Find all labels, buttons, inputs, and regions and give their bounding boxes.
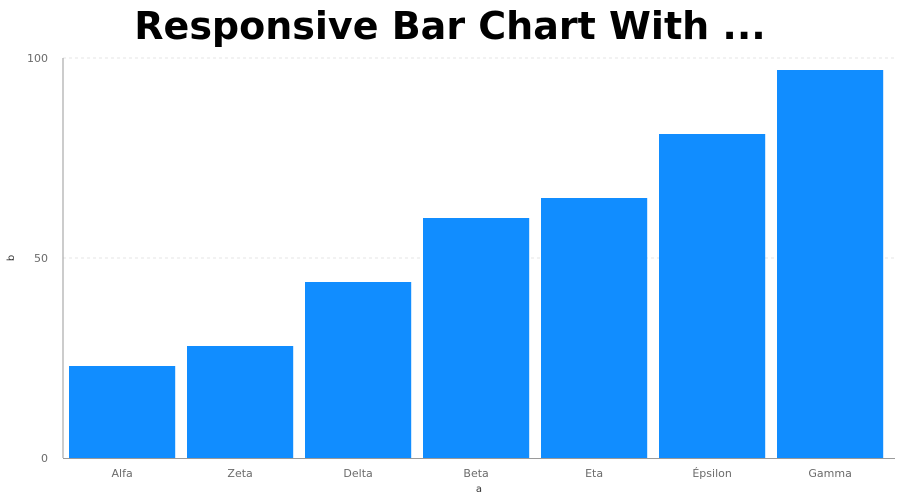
x-tick-label: Beta: [463, 467, 488, 480]
y-tick-label: 0: [41, 452, 48, 465]
bar-eta[interactable]: [541, 198, 648, 458]
x-tick-label: Épsilon: [692, 467, 732, 480]
x-tick-labels: Alfa Zeta Delta Beta Eta Épsilon Gamma: [111, 467, 851, 480]
x-tick-label: Zeta: [227, 467, 252, 480]
x-axis-label: a: [476, 484, 482, 495]
x-tick-label: Gamma: [808, 467, 851, 480]
y-tick-labels: 0 50 100: [27, 52, 48, 465]
bar-zeta[interactable]: [187, 346, 294, 458]
y-tick-label: 50: [34, 252, 48, 265]
y-tick-label: 100: [27, 52, 48, 65]
bar-gamma[interactable]: [777, 70, 884, 458]
x-tick-label: Delta: [343, 467, 372, 480]
bars: [69, 70, 884, 458]
bar-beta[interactable]: [423, 218, 530, 458]
bar-alfa[interactable]: [69, 366, 176, 458]
x-tick-label: Eta: [585, 467, 603, 480]
chart-title: Responsive Bar Chart With ...: [134, 4, 766, 48]
y-axis-label: b: [6, 255, 17, 261]
x-tick-label: Alfa: [111, 467, 132, 480]
bar-delta[interactable]: [305, 282, 412, 458]
bar-épsilon[interactable]: [659, 134, 766, 458]
